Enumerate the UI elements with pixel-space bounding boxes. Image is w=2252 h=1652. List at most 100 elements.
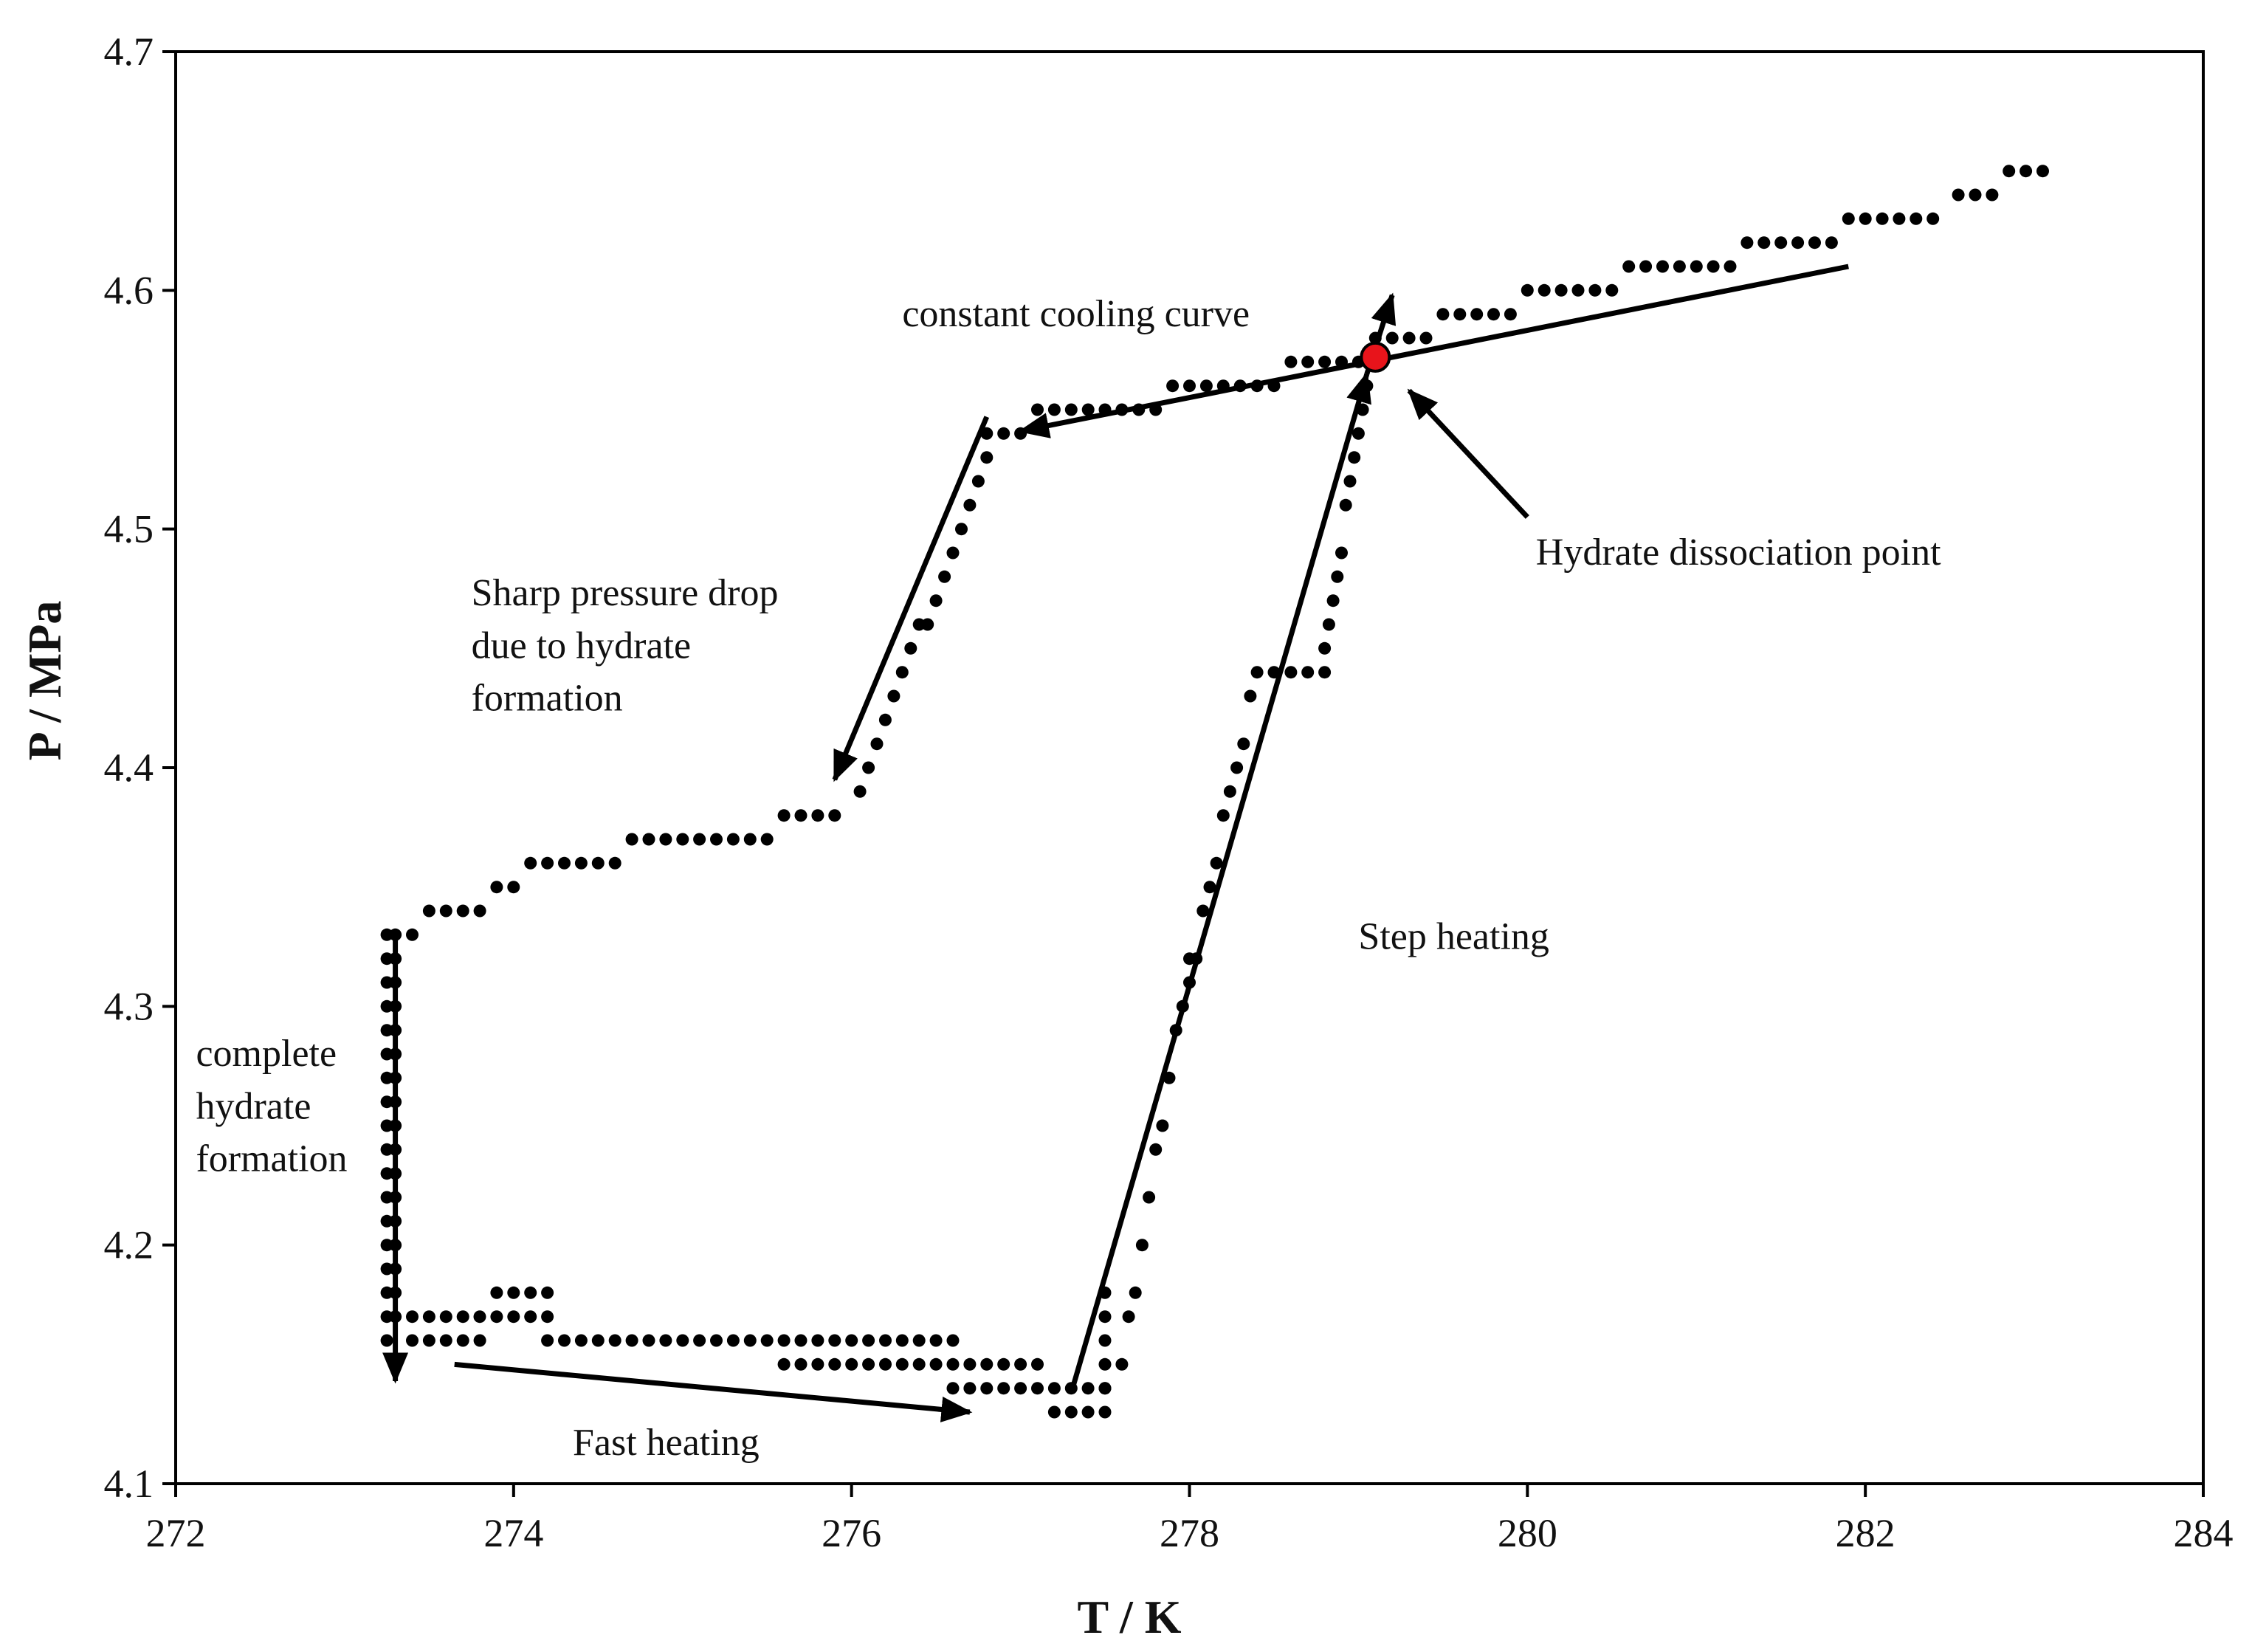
- data-point: [1081, 1405, 1095, 1419]
- data-point: [946, 1382, 960, 1395]
- data-point: [760, 833, 774, 846]
- data-point: [1910, 212, 1923, 225]
- data-point: [1098, 1405, 1112, 1419]
- data-point: [997, 1382, 1010, 1395]
- y-tick-label: 4.1: [104, 1462, 154, 1506]
- data-point: [2036, 165, 2049, 178]
- data-point: [1322, 618, 1335, 631]
- data-point: [1656, 260, 1669, 273]
- data-point: [1791, 236, 1805, 249]
- data-point: [870, 737, 884, 751]
- data-point: [895, 1334, 909, 1347]
- data-point: [1859, 212, 1872, 225]
- data-point: [541, 856, 554, 870]
- y-tick-label: 4.3: [104, 984, 154, 1028]
- annotation-label: formation: [196, 1138, 347, 1180]
- data-point: [439, 904, 452, 918]
- data-point: [1724, 260, 1737, 273]
- data-point: [963, 498, 977, 512]
- data-point: [811, 809, 824, 822]
- data-point: [1031, 403, 1044, 416]
- data-point: [1135, 1239, 1149, 1252]
- y-tick-label: 4.2: [104, 1223, 154, 1267]
- data-point: [1351, 427, 1365, 440]
- data-point: [380, 1334, 393, 1347]
- data-point: [591, 1334, 605, 1347]
- data-point: [1122, 1310, 1135, 1324]
- data-point: [1774, 236, 1788, 249]
- annotation-arrows: [382, 264, 1849, 1422]
- data-point: [406, 928, 419, 941]
- data-point: [828, 1334, 841, 1347]
- data-point: [524, 1286, 537, 1299]
- data-point: [1183, 379, 1196, 393]
- data-point: [1639, 260, 1653, 273]
- annotation-label: Hydrate dissociation point: [1536, 531, 1941, 574]
- data-point: [1318, 641, 1332, 655]
- data-point: [1081, 1382, 1095, 1395]
- data-point: [406, 1310, 419, 1324]
- data-point: [777, 1334, 791, 1347]
- data-point: [1301, 355, 1315, 368]
- data-point: [760, 1334, 774, 1347]
- data-point: [1622, 260, 1636, 273]
- data-point: [929, 594, 943, 608]
- data-point: [1419, 331, 1433, 345]
- data-point: [541, 1310, 554, 1324]
- data-point: [811, 1334, 824, 1347]
- data-point: [862, 1357, 875, 1371]
- data-point: [1199, 379, 1213, 393]
- data-point: [929, 1334, 943, 1347]
- data-point: [693, 833, 706, 846]
- data-point: [938, 570, 951, 583]
- data-point: [541, 1286, 554, 1299]
- data-point: [862, 1334, 875, 1347]
- plot-area-border: [174, 50, 2205, 1485]
- data-point: [777, 1357, 791, 1371]
- data-point: [490, 1286, 503, 1299]
- data-point: [574, 856, 588, 870]
- x-tick-label: 284: [2174, 1511, 2234, 1555]
- data-point: [574, 1334, 588, 1347]
- data-point: [1230, 761, 1244, 774]
- data-point: [1284, 666, 1298, 679]
- data-point: [1487, 308, 1500, 321]
- data-point: [1237, 737, 1250, 751]
- data-point: [676, 1334, 689, 1347]
- x-tick-label: 282: [1836, 1511, 1895, 1555]
- data-point: [743, 833, 757, 846]
- data-point: [980, 451, 994, 464]
- data-point: [1521, 283, 1534, 297]
- data-point: [1571, 283, 1585, 297]
- data-point: [1250, 666, 1264, 679]
- data-point: [380, 928, 393, 941]
- data-point: [1326, 594, 1340, 608]
- data-point: [439, 1334, 452, 1347]
- data-point: [794, 1357, 808, 1371]
- data-point: [980, 1357, 994, 1371]
- x-axis-title: T / K: [1077, 1591, 1181, 1643]
- data-point: [642, 833, 655, 846]
- data-point: [726, 1334, 740, 1347]
- data-point: [963, 1382, 977, 1395]
- data-point: [862, 761, 875, 774]
- annotation-label: Sharp pressure drop: [472, 572, 779, 614]
- data-point: [1156, 1119, 1169, 1132]
- data-point: [1876, 212, 1889, 225]
- annotation-arrow: [1068, 371, 1371, 1394]
- data-point: [1402, 331, 1416, 345]
- data-point: [1605, 283, 1619, 297]
- data-point: [1064, 1405, 1078, 1419]
- annotation-label: hydrate: [196, 1085, 311, 1127]
- data-point: [473, 1334, 486, 1347]
- data-point: [1143, 1191, 1156, 1204]
- data-point: [845, 1357, 858, 1371]
- data-point: [1969, 188, 1982, 202]
- annotation-arrow: [454, 1361, 973, 1422]
- annotation-arrow: [1407, 388, 1529, 519]
- annotation-arrow: [1018, 264, 1849, 438]
- data-point: [1166, 379, 1180, 393]
- y-tick-label: 4.6: [104, 268, 154, 312]
- data-point: [1986, 188, 1999, 202]
